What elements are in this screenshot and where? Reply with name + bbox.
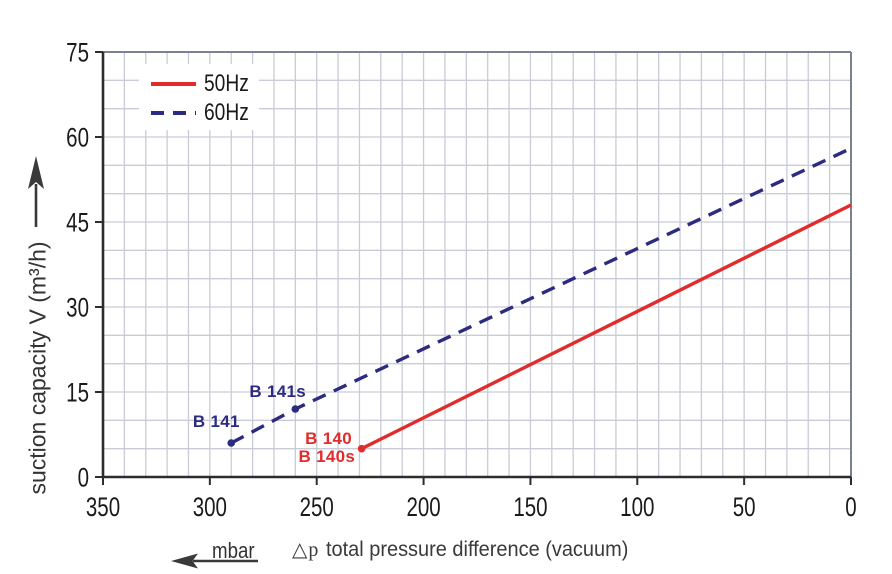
x-tick-label: 250 — [300, 492, 334, 522]
x-axis-title: △p total pressure difference (vacuum) — [292, 537, 645, 562]
series-60hz-line — [227, 146, 852, 447]
x-tick-label: 350 — [86, 492, 120, 522]
axes: 0 15 30 45 60 75 350 300 250 200 150 100 50 0 — [66, 38, 857, 523]
x-tick-label: 0 — [845, 492, 856, 522]
data-point-marker — [357, 444, 366, 453]
point-label-b141s: B 141s — [249, 381, 307, 401]
y-tick-label: 75 — [66, 38, 89, 68]
data-point-marker — [227, 439, 236, 447]
legend-sample-dashed-line — [151, 110, 196, 115]
legend-label-60hz: 60Hz — [204, 98, 249, 126]
legend-entry-50hz: 50Hz — [151, 69, 259, 98]
x-axis-unit-label: mbar — [212, 538, 255, 563]
grid — [103, 52, 851, 477]
x-tick-label: 50 — [733, 492, 756, 522]
y-tick-label: 45 — [66, 208, 89, 238]
point-label-b140: B 140 — [305, 428, 352, 448]
x-axis-title-text: total pressure difference (vacuum) — [326, 538, 629, 561]
x-tick-label: 200 — [406, 492, 440, 522]
y-tick-label: 15 — [66, 378, 89, 408]
mbar-arrow — [171, 553, 258, 569]
y-axis-arrow — [28, 156, 44, 227]
y-axis-title: suction capacity V (m³/h) — [24, 241, 51, 495]
legend: 50Hz 60Hz — [139, 64, 259, 130]
x-tick-label: 150 — [513, 492, 547, 522]
point-label-b140s: B 140s — [298, 447, 356, 467]
plot-border — [103, 51, 852, 477]
series-50hz-line — [357, 203, 852, 453]
x-tick-label: 300 — [193, 492, 227, 522]
legend-sample-solid-line — [151, 81, 196, 86]
legend-entry-60hz: 60Hz — [151, 98, 259, 127]
y-tick-label: 0 — [78, 463, 89, 493]
data-point-marker — [291, 405, 300, 413]
point-label-b141: B 141 — [192, 411, 240, 431]
y-tick-label: 60 — [66, 123, 89, 153]
legend-label-50hz: 50Hz — [204, 69, 249, 97]
delta-p-symbol: △p — [292, 539, 320, 561]
x-tick-label: 100 — [620, 492, 654, 522]
y-tick-label: 30 — [66, 293, 89, 323]
